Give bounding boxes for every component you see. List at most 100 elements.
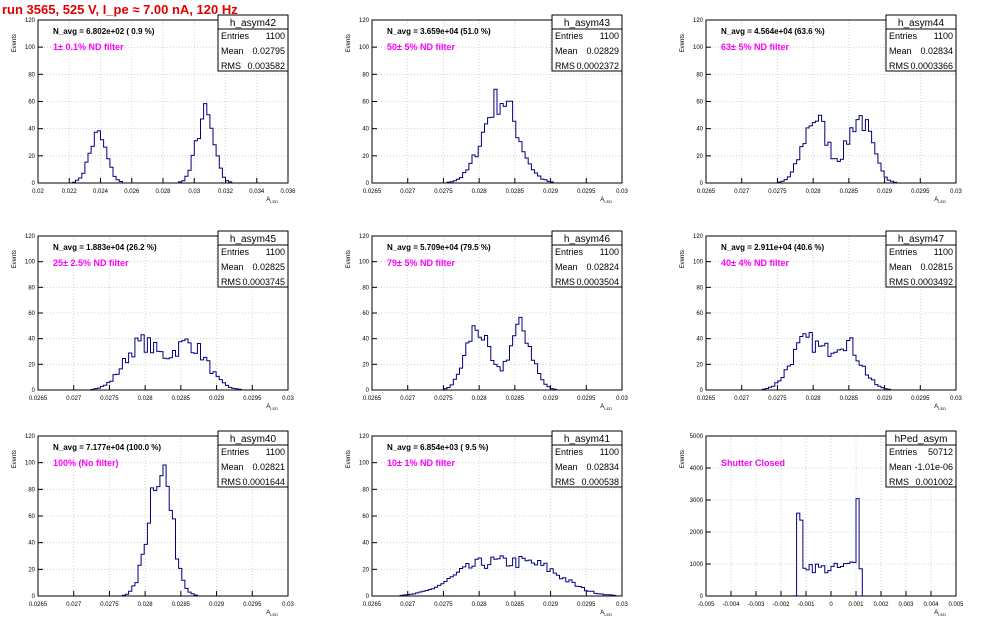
stats-label: Entries xyxy=(221,31,250,41)
stats-label: RMS xyxy=(555,277,575,287)
y-tick-label: 20 xyxy=(28,567,35,573)
x-tick-label: 0.0275 xyxy=(434,189,453,195)
y-tick-label: 80 xyxy=(696,285,703,291)
y-tick-label: 120 xyxy=(25,434,36,440)
y-tick-label: 20 xyxy=(28,154,35,160)
x-axis-title: ALED xyxy=(600,197,612,204)
navg-label: N_avg = 6.802e+02 ( 0.9 %) xyxy=(53,27,155,36)
y-tick-label: 80 xyxy=(362,72,369,78)
y-tick-label: 80 xyxy=(362,285,369,291)
x-tick-label: 0.027 xyxy=(400,189,416,195)
x-tick-label: 0.0285 xyxy=(840,396,859,402)
navg-label: N_avg = 4.564e+04 (63.6 %) xyxy=(721,27,825,36)
y-tick-label: 40 xyxy=(696,127,703,133)
stats-value: 0.0003366 xyxy=(910,61,953,71)
y-axis-title: Events xyxy=(12,250,18,268)
y-tick-label: 40 xyxy=(362,541,369,547)
panel-h_asym45: 0.0265 0.027 0.0275 0.028 0.0285 0.029 0.0295 0… xyxy=(12,230,294,411)
y-tick-label: 0 xyxy=(32,181,36,187)
y-tick-label: 40 xyxy=(696,337,703,343)
stats-value: 1100 xyxy=(266,31,285,41)
x-tick-label: -0.003 xyxy=(747,602,765,608)
panel-h_asym46: 0.0265 0.027 0.0275 0.028 0.0285 0.029 0.0295 0… xyxy=(346,230,628,411)
x-tick-label: -0.002 xyxy=(772,602,790,608)
x-tick-label: 0.0295 xyxy=(577,602,596,608)
stats-value: 0.003582 xyxy=(247,61,285,71)
stats-value: 0.02821 xyxy=(252,462,285,472)
stats-label: RMS xyxy=(889,61,909,71)
stats-label: Mean xyxy=(889,262,912,272)
stats-value: 0.0002372 xyxy=(576,61,619,71)
x-tick-label: 0.0285 xyxy=(172,396,191,402)
histogram-line xyxy=(706,114,956,184)
panel-h_asym44: 0.0265 0.027 0.0275 0.028 0.0285 0.029 0.0295 0… xyxy=(680,14,962,204)
stats-value: 0.0003745 xyxy=(242,277,285,287)
x-tick-label: 0.005 xyxy=(948,602,964,608)
stats-value: 1100 xyxy=(600,31,619,41)
y-tick-label: 120 xyxy=(359,18,370,24)
panel-h_asym41: 0.0265 0.027 0.0275 0.028 0.0285 0.029 0.0295 0… xyxy=(346,430,628,617)
filter-annotation: 63± 5% ND filter xyxy=(721,42,789,52)
stats-label: RMS xyxy=(555,477,575,487)
x-tick-label: 0.029 xyxy=(543,602,559,608)
stats-value: 0.0001644 xyxy=(242,477,285,487)
stats-label: Mean xyxy=(221,462,244,472)
navg-label: N_avg = 6.854e+03 ( 9.5 %) xyxy=(387,443,489,452)
y-tick-label: 80 xyxy=(28,487,35,493)
x-tick-label: 0.028 xyxy=(155,189,171,195)
y-tick-label: 120 xyxy=(25,18,36,24)
stats-title: h_asym47 xyxy=(898,234,945,245)
x-tick-label: 0.03 xyxy=(616,602,628,608)
x-tick-label: 0.0265 xyxy=(363,602,382,608)
y-tick-label: 0 xyxy=(366,594,370,600)
panel-h_asym42: 0.02 0.022 0.024 0.026 0.028 0.03 0.032 0.034 0.… xyxy=(12,14,296,204)
histogram-line xyxy=(372,316,622,391)
y-tick-label: 40 xyxy=(362,127,369,133)
x-tick-label: 0.03 xyxy=(188,189,200,195)
y-tick-label: 60 xyxy=(362,311,369,317)
x-tick-label: 0.0295 xyxy=(243,602,262,608)
stats-label: Mean xyxy=(889,462,912,472)
y-axis-title: Events xyxy=(680,34,686,52)
filter-annotation: 40± 4% ND filter xyxy=(721,258,789,268)
x-tick-label: 0.004 xyxy=(923,602,939,608)
x-tick-label: 0.003 xyxy=(898,602,914,608)
navg-label: N_avg = 3.659e+04 (51.0 %) xyxy=(387,27,491,36)
stats-value: 0.02824 xyxy=(586,262,619,272)
navg-label: N_avg = 5.709e+04 (79.5 %) xyxy=(387,243,491,252)
filter-annotation: 1± 0.1% ND filter xyxy=(53,42,124,52)
histogram-line xyxy=(372,88,622,184)
y-tick-label: 60 xyxy=(696,100,703,106)
stats-value: 1100 xyxy=(934,247,953,257)
x-tick-label: 0.0285 xyxy=(172,602,191,608)
stats-label: Entries xyxy=(555,247,584,257)
y-tick-label: 100 xyxy=(693,45,704,51)
stats-value: 0.02829 xyxy=(586,46,619,56)
x-tick-label: 0.028 xyxy=(806,189,822,195)
y-tick-label: 60 xyxy=(28,100,35,106)
y-tick-label: 0 xyxy=(700,181,704,187)
page-title: run 3565, 525 V, I_pe ≈ 7.00 nA, 120 Hz xyxy=(2,2,238,17)
x-tick-label: 0.028 xyxy=(138,396,154,402)
stats-label: Mean xyxy=(555,462,578,472)
stats-title: h_asym43 xyxy=(564,18,611,29)
y-tick-label: 60 xyxy=(362,100,369,106)
navg-label: N_avg = 7.177e+04 (100.0 %) xyxy=(53,443,161,452)
y-tick-label: 100 xyxy=(25,260,36,266)
y-tick-label: 100 xyxy=(25,461,36,467)
stats-label: Entries xyxy=(889,447,918,457)
y-tick-label: 20 xyxy=(696,154,703,160)
y-tick-label: 1000 xyxy=(690,562,704,568)
y-tick-label: 80 xyxy=(362,487,369,493)
x-tick-label: 0.0295 xyxy=(911,396,930,402)
x-tick-label: 0.029 xyxy=(543,396,559,402)
stats-value: 0.001002 xyxy=(915,477,953,487)
filter-annotation: 25± 2.5% ND filter xyxy=(53,258,129,268)
stats-label: RMS xyxy=(555,61,575,71)
x-tick-label: 0.0275 xyxy=(768,189,787,195)
x-tick-label: 0 xyxy=(829,602,833,608)
x-tick-label: 0.0295 xyxy=(577,189,596,195)
stats-value: 1100 xyxy=(266,447,285,457)
stats-label: Entries xyxy=(555,447,584,457)
